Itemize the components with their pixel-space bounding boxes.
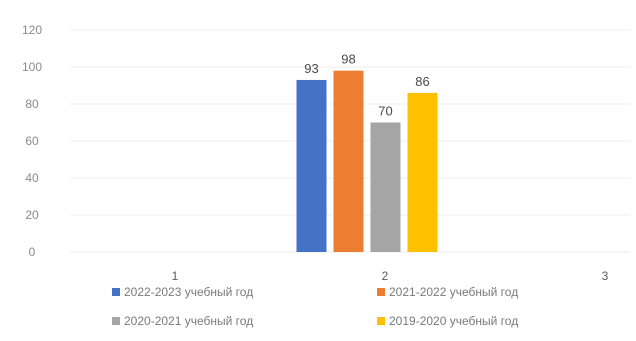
x-axis-ticks: 1 2 3 bbox=[172, 269, 609, 283]
y-tick-label: 100 bbox=[22, 60, 42, 74]
data-label: 70 bbox=[378, 104, 392, 119]
bar-4 bbox=[407, 92, 438, 253]
y-tick-label: 40 bbox=[25, 171, 39, 185]
legend-label: 2020-2021 учебный год bbox=[124, 314, 253, 328]
bar-3 bbox=[370, 122, 401, 252]
x-tick-label: 2 bbox=[382, 269, 389, 283]
data-label: 98 bbox=[341, 52, 355, 67]
legend-item: 2021-2022 учебный год bbox=[377, 285, 518, 299]
y-tick-label: 120 bbox=[22, 23, 42, 37]
legend-label: 2022-2023 учебный год bbox=[124, 285, 253, 299]
bar-2 bbox=[333, 70, 364, 252]
y-tick-label: 20 bbox=[25, 208, 39, 222]
y-tick-label: 60 bbox=[25, 134, 39, 148]
legend-item: 2019-2020 учебный год bbox=[377, 314, 518, 328]
bars bbox=[296, 70, 438, 253]
x-tick-label: 3 bbox=[602, 269, 609, 283]
legend-swatch bbox=[112, 317, 120, 325]
x-tick-label: 1 bbox=[172, 269, 179, 283]
legend: 2022-2023 учебный год 2021-2022 учебный г… bbox=[112, 285, 518, 328]
legend-swatch bbox=[112, 288, 120, 296]
legend-swatch bbox=[377, 288, 385, 296]
legend-swatch bbox=[377, 317, 385, 325]
legend-label: 2019-2020 учебный год bbox=[389, 314, 518, 328]
y-axis-ticks: 0 20 40 60 80 100 120 bbox=[22, 23, 42, 259]
y-tick-label: 0 bbox=[29, 245, 36, 259]
y-tick-label: 80 bbox=[25, 97, 39, 111]
data-label: 86 bbox=[415, 74, 429, 89]
legend-item: 2020-2021 учебный год bbox=[112, 314, 253, 328]
bar-1 bbox=[296, 79, 327, 252]
data-label: 93 bbox=[304, 61, 318, 76]
legend-item: 2022-2023 учебный год bbox=[112, 285, 253, 299]
data-labels: 93 98 70 86 bbox=[304, 52, 429, 119]
legend-label: 2021-2022 учебный год bbox=[389, 285, 518, 299]
